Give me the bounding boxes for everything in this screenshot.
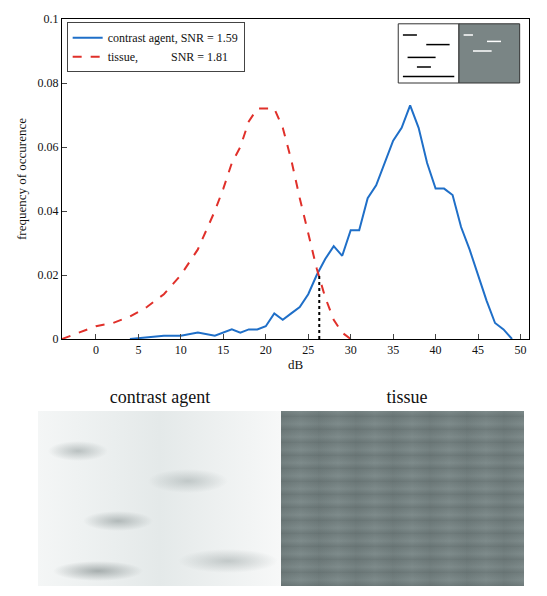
svg-text:0.08: 0.08 — [38, 76, 59, 90]
svg-text:30: 30 — [345, 343, 357, 357]
svg-text:0: 0 — [93, 343, 99, 357]
svg-text:tissue, SNR = 1.81: tissue, SNR = 1.81 — [108, 50, 228, 64]
svg-text:20: 20 — [260, 343, 272, 357]
svg-text:40: 40 — [430, 343, 442, 357]
svg-text:10: 10 — [175, 343, 187, 357]
svg-text:15: 15 — [217, 343, 229, 357]
svg-text:frequency of occurence: frequency of occurence — [14, 118, 29, 240]
svg-text:5: 5 — [135, 343, 141, 357]
svg-text:0.02: 0.02 — [38, 268, 59, 282]
html-text:tissue: tissue — [386, 387, 428, 407]
svg-text:35: 35 — [387, 343, 399, 357]
svg-text:0: 0 — [53, 332, 59, 346]
html-text:contrast agent: contrast agent — [109, 387, 211, 407]
svg-text:contrast agent, SNR = 1.59: contrast agent, SNR = 1.59 — [108, 31, 238, 45]
svg-text:0.06: 0.06 — [38, 140, 59, 154]
svg-text:dB: dB — [288, 357, 304, 372]
svg-text:0.04: 0.04 — [38, 204, 59, 218]
svg-text:45: 45 — [472, 343, 484, 357]
svg-text:25: 25 — [302, 343, 314, 357]
svg-text:0.1: 0.1 — [44, 12, 59, 26]
svg-text:50: 50 — [515, 343, 527, 357]
